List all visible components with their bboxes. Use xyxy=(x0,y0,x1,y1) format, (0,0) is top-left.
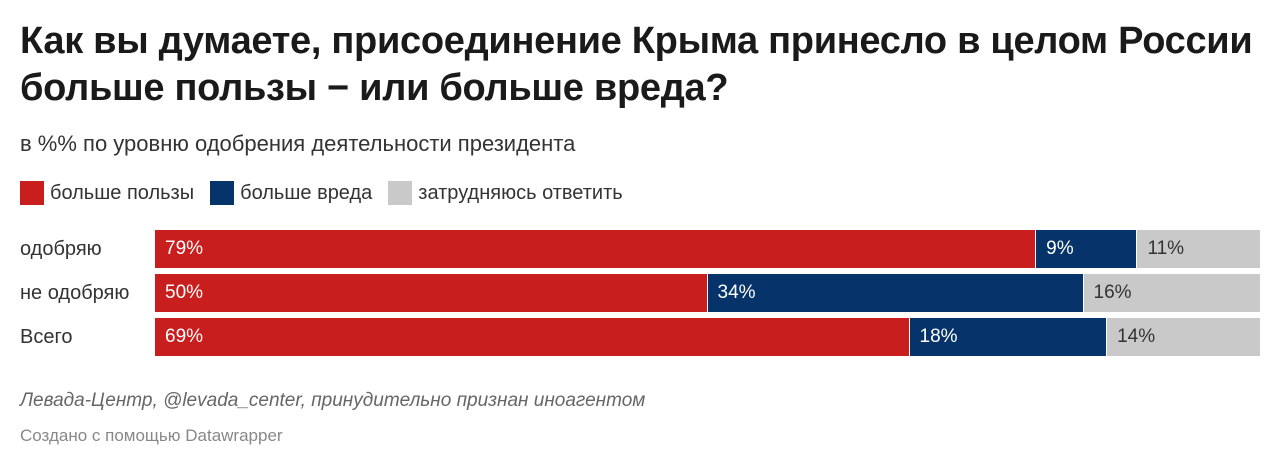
bar-segment: 69% xyxy=(155,318,909,356)
bar-segment: 50% xyxy=(155,274,707,312)
data-label: 69% xyxy=(165,326,204,347)
bar-row: Всего 69% 18% 14% xyxy=(0,318,1280,356)
stacked-bar: 79% 9% 11% xyxy=(155,230,1260,268)
data-label: 50% xyxy=(165,282,204,303)
bar-segment: 9% xyxy=(1036,230,1137,268)
bar-segment: 34% xyxy=(707,274,1083,312)
source-note: Левада-Центр, @levada_center, принудител… xyxy=(20,390,646,411)
data-label: 16% xyxy=(1093,282,1132,303)
data-label: 11% xyxy=(1147,238,1185,259)
legend-swatch xyxy=(210,181,235,205)
legend-item: затрудняюсь ответить xyxy=(388,181,623,205)
data-label: 18% xyxy=(919,326,958,347)
legend-item: больше пользы xyxy=(20,181,194,205)
datawrapper-credit: Создано с помощью Datawrapper xyxy=(20,426,283,445)
stacked-bar: 69% 18% 14% xyxy=(155,318,1260,356)
category-label: одобряю xyxy=(20,238,102,260)
category-label: Всего xyxy=(20,326,73,348)
legend-label: затрудняюсь ответить xyxy=(418,181,623,204)
bar-segment: 14% xyxy=(1107,318,1260,356)
legend-swatch xyxy=(388,181,413,205)
chart-subtitle: в %% по уровню одобрения деятельности пр… xyxy=(20,131,576,156)
data-label: 34% xyxy=(717,282,756,303)
data-label: 14% xyxy=(1117,326,1156,347)
legend-label: больше вреда xyxy=(240,181,373,204)
legend: больше пользы больше вреда затрудняюсь отв… xyxy=(20,181,639,205)
chart-title: Как вы думаете, присоединение Крыма прин… xyxy=(20,20,1253,109)
data-label: 79% xyxy=(165,238,204,259)
bar-segment: 79% xyxy=(155,230,1036,268)
bar-segment: 11% xyxy=(1137,230,1260,268)
bar-row: не одобряю 50% 34% 16% xyxy=(0,274,1280,312)
data-label: 9% xyxy=(1046,238,1074,259)
bar-row: одобряю 79% 9% 11% xyxy=(0,230,1280,268)
legend-item: больше вреда xyxy=(210,181,372,205)
legend-swatch xyxy=(20,181,44,205)
bar-segment: 18% xyxy=(909,318,1107,356)
category-label: не одобряю xyxy=(20,282,130,304)
stacked-bar: 50% 34% 16% xyxy=(155,274,1260,312)
legend-label: больше пользы xyxy=(50,181,195,204)
bar-segment: 16% xyxy=(1083,274,1260,312)
stacked-bar-chart: одобряю 79% 9% 11% не одобряю 50% 34% 16% Всего 6… xyxy=(0,230,1280,356)
